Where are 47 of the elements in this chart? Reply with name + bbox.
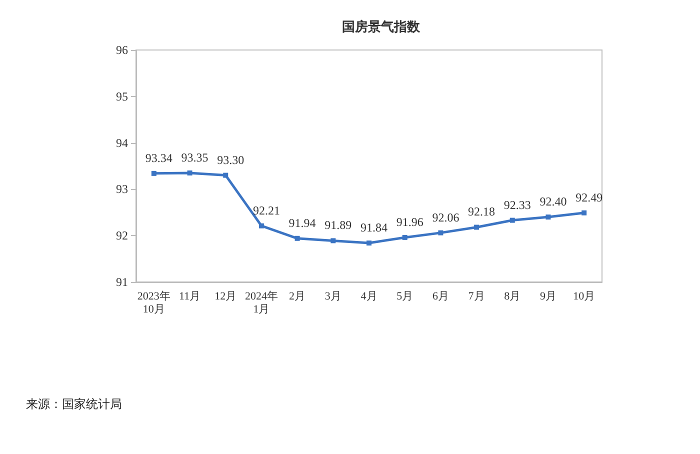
y-tick-label: 96	[116, 43, 128, 57]
data-label: 91.84	[360, 220, 388, 235]
data-label: 93.35	[181, 150, 208, 164]
x-tick-label: 4月	[360, 290, 378, 302]
y-tick-label: 91	[116, 275, 128, 289]
x-tick-label: 2024年 1月	[244, 290, 278, 316]
y-tick-label: 93	[116, 182, 128, 196]
point	[258, 223, 264, 228]
data-label: 91.94	[288, 216, 316, 230]
y-tick-label: 94	[116, 136, 128, 150]
point	[510, 218, 515, 223]
x-tick-label: 6月	[432, 290, 449, 302]
point	[151, 170, 156, 176]
point	[294, 236, 300, 241]
point	[187, 170, 192, 176]
point	[366, 240, 372, 246]
point	[546, 214, 551, 220]
x-tick-label: 10月	[573, 290, 596, 302]
point	[402, 234, 408, 240]
x-tick-label: 8月	[504, 290, 521, 302]
x-tick-label: 2月	[289, 290, 306, 302]
point	[223, 172, 228, 178]
data-label: 93.34	[145, 150, 172, 165]
point	[330, 238, 336, 244]
point	[582, 210, 587, 216]
y-tick-label: 95	[116, 89, 128, 104]
data-label: 92.49	[576, 190, 603, 204]
chart-title: 国房景气指数	[342, 19, 421, 35]
data-label: 93.30	[217, 152, 244, 167]
source-note: 来源：国家统计局	[26, 397, 122, 411]
data-label: 92.33	[504, 198, 531, 212]
x-tick-label: 5月	[396, 290, 414, 302]
data-label: 92.40	[540, 194, 567, 209]
x-tick-label: 12月	[214, 290, 237, 302]
point	[474, 224, 480, 230]
x-tick-label: 11月	[178, 290, 201, 302]
y-tick-label: 92	[116, 228, 128, 243]
data-label: 92.21	[252, 203, 280, 218]
x-tick-label: 7月	[468, 290, 485, 302]
data-label: 91.96	[396, 214, 424, 229]
point	[438, 230, 444, 236]
x-tick-label: 9月	[540, 290, 556, 302]
x-tick-label: 3月	[324, 290, 342, 302]
data-label: 92.18	[468, 204, 496, 219]
data-label: 91.89	[324, 218, 352, 232]
data-label: 92.06	[432, 210, 460, 224]
x-tick-label: 2023年 10月	[137, 290, 170, 316]
